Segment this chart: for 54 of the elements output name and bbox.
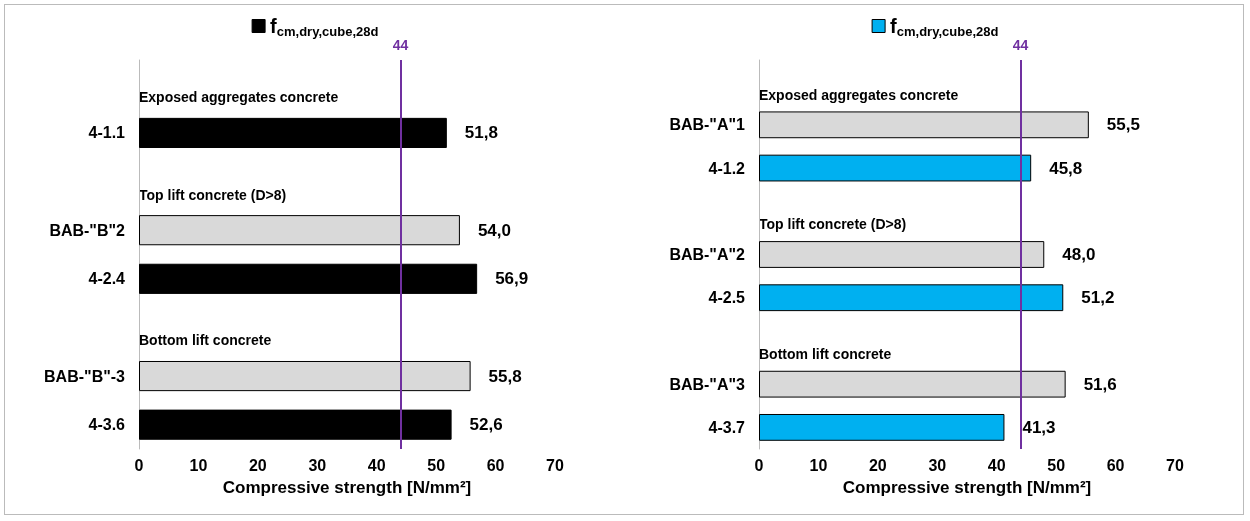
data-label: 54,0 xyxy=(477,220,512,240)
x-tick-label: 10 xyxy=(189,456,208,474)
y-tick-label: 4-3.6 xyxy=(88,416,126,434)
y-tick-label: BAB-"A"1 xyxy=(669,116,746,134)
data-label: 41,3 xyxy=(1022,417,1056,437)
annotation: Top lift concrete (D>8) xyxy=(759,216,907,233)
data-label: 55,8 xyxy=(488,366,522,386)
x-tick-label: 30 xyxy=(308,456,327,474)
y-tick-label: 4-1.1 xyxy=(88,124,126,142)
y-tick-label: BAB-"A"3 xyxy=(669,375,746,393)
x-axis-title: Compressive strength [N/mm²] xyxy=(222,478,472,497)
x-tick-label: 70 xyxy=(546,456,564,474)
y-tick-label: BAB-"A"2 xyxy=(669,246,746,263)
y-tick-label: 4-2.4 xyxy=(88,270,126,288)
bar xyxy=(759,154,1032,182)
data-label: 52,6 xyxy=(469,415,503,435)
y-tick-label: 4-1.2 xyxy=(708,159,746,177)
y-tick-label: BAB-"B"-3 xyxy=(44,367,126,385)
y-tick-label: 4-2.5 xyxy=(708,289,746,307)
x-tick-label: 0 xyxy=(134,456,144,474)
bar xyxy=(759,413,1005,441)
x-tick-label: 70 xyxy=(1166,456,1184,474)
x-tick-label: 50 xyxy=(427,456,446,474)
ref-line-label: 44 xyxy=(392,37,409,53)
x-axis-title: Compressive strength [N/mm²] xyxy=(842,478,1092,497)
data-label: 56,9 xyxy=(495,269,529,289)
x-tick-label: 0 xyxy=(754,456,764,474)
x-tick-label: 20 xyxy=(248,456,267,474)
bar xyxy=(759,111,1089,139)
annotation: Bottom lift concrete xyxy=(759,345,892,362)
data-label: 45,8 xyxy=(1049,158,1083,178)
annotation: Top lift concrete (D>8) xyxy=(139,186,287,203)
x-tick-label: 30 xyxy=(928,456,947,474)
data-label: 55,5 xyxy=(1106,115,1140,135)
x-tick-label: 50 xyxy=(1047,456,1066,474)
x-tick-label: 10 xyxy=(809,456,828,474)
data-label: 51,8 xyxy=(464,123,498,143)
x-tick-label: 20 xyxy=(868,456,887,474)
bar xyxy=(759,284,1064,312)
annotation: Bottom lift concrete xyxy=(139,332,272,349)
ref-line-label: 44 xyxy=(1012,37,1029,53)
data-label: 51,2 xyxy=(1081,288,1115,308)
data-label: 48,0 xyxy=(1062,245,1096,264)
bar xyxy=(759,241,1045,268)
x-tick-label: 40 xyxy=(367,456,386,474)
annotation: Exposed aggregates concrete xyxy=(139,89,339,106)
x-tick-label: 60 xyxy=(486,456,505,474)
x-tick-label: 60 xyxy=(1106,456,1125,474)
y-tick-label: BAB-"B"2 xyxy=(49,221,126,239)
bar xyxy=(759,370,1066,398)
annotation: Exposed aggregates concrete xyxy=(759,86,959,103)
data-label: 51,6 xyxy=(1083,374,1117,394)
y-tick-label: 4-3.7 xyxy=(708,418,746,436)
x-tick-label: 40 xyxy=(987,456,1006,474)
